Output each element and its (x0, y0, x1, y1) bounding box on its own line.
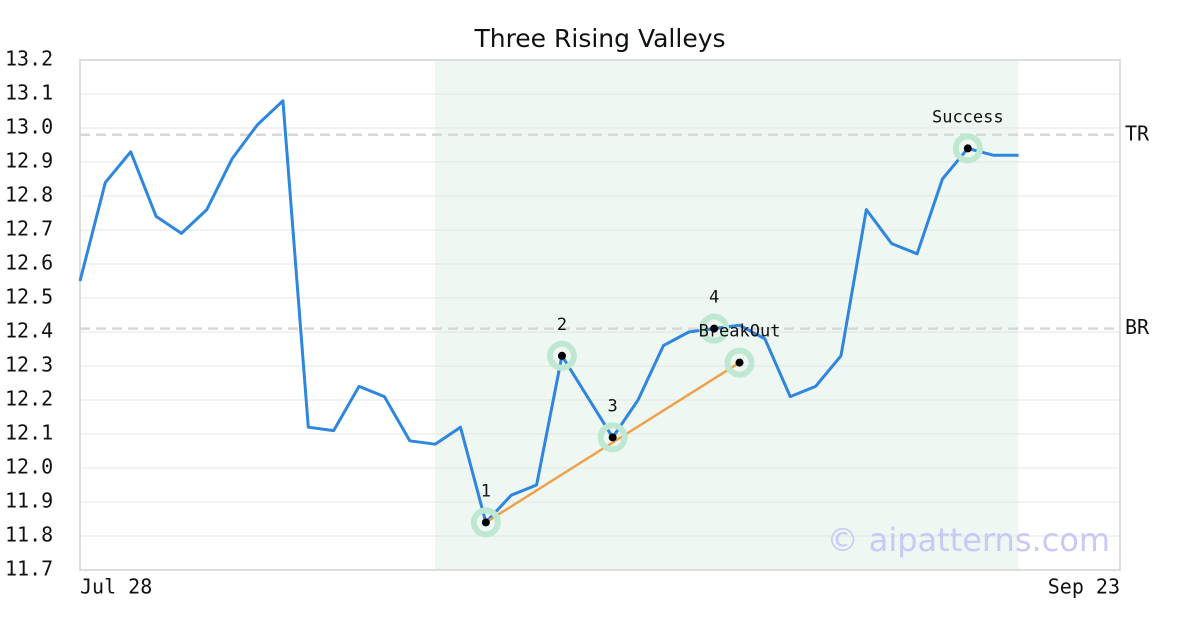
y-tick-label: 12.1 (5, 421, 53, 445)
y-tick-label: 12.6 (5, 251, 53, 275)
annotation-label: 4 (709, 288, 719, 308)
y-tick-label: 11.8 (5, 523, 53, 547)
annotation-point (481, 518, 490, 527)
y-tick-label: 13.0 (5, 115, 53, 139)
y-tick-label: 13.2 (5, 47, 53, 71)
annotation-point (963, 144, 972, 153)
annotation-point (608, 433, 617, 442)
y-tick-label: 13.1 (5, 81, 53, 105)
x-tick-label: Sep 23 (1048, 575, 1120, 599)
annotation-halo (597, 422, 628, 453)
y-tick-label: 11.7 (5, 557, 53, 581)
annotation-halo (699, 313, 730, 344)
y-tick-label: 11.9 (5, 489, 53, 513)
chart-title: Three Rising Valleys (473, 24, 725, 53)
y-tick-label: 12.2 (5, 387, 53, 411)
y-tick-label: 12.9 (5, 149, 53, 173)
y-tick-label: 12.0 (5, 455, 53, 479)
annotation-label: BreakOut (699, 322, 781, 342)
y-tick-label: 12.8 (5, 183, 53, 207)
x-tick-label: Jul 28 (80, 575, 152, 599)
level-label: TR (1125, 121, 1150, 145)
y-tick-label: 12.7 (5, 217, 53, 241)
price-line (78, 99, 1019, 524)
annotation-point (735, 358, 744, 367)
y-tick-label: 12.5 (5, 285, 53, 309)
annotation-label: Success (932, 107, 1004, 127)
annotation-label: 1 (481, 481, 491, 501)
annotation-halo (470, 507, 501, 538)
level-label: BR (1125, 315, 1150, 339)
y-tick-label: 12.3 (5, 353, 53, 377)
shade-region (435, 60, 1019, 570)
annotation-point (710, 324, 719, 333)
annotation-halo (952, 133, 983, 164)
annotation-halo (546, 340, 577, 371)
annotation-label: 3 (608, 396, 618, 416)
watermark: © aipatterns.com (827, 521, 1110, 559)
y-tick-label: 12.4 (5, 319, 53, 343)
annotation-label: 2 (557, 315, 567, 335)
annotation-point (557, 351, 566, 360)
annotation-halo (724, 347, 755, 378)
plot-border (79, 59, 1121, 571)
trend-line (485, 361, 741, 524)
